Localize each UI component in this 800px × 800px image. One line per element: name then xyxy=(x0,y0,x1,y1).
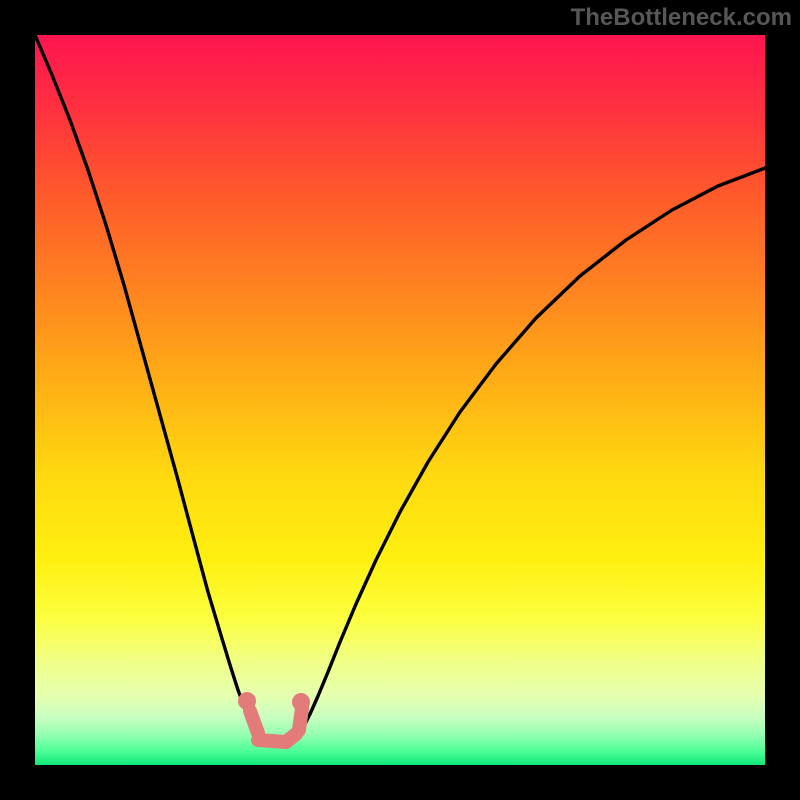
chart-svg xyxy=(0,0,800,800)
chart-outer: TheBottleneck.com xyxy=(0,0,800,800)
watermark-text: TheBottleneck.com xyxy=(571,4,792,32)
gradient-rect xyxy=(35,35,765,765)
